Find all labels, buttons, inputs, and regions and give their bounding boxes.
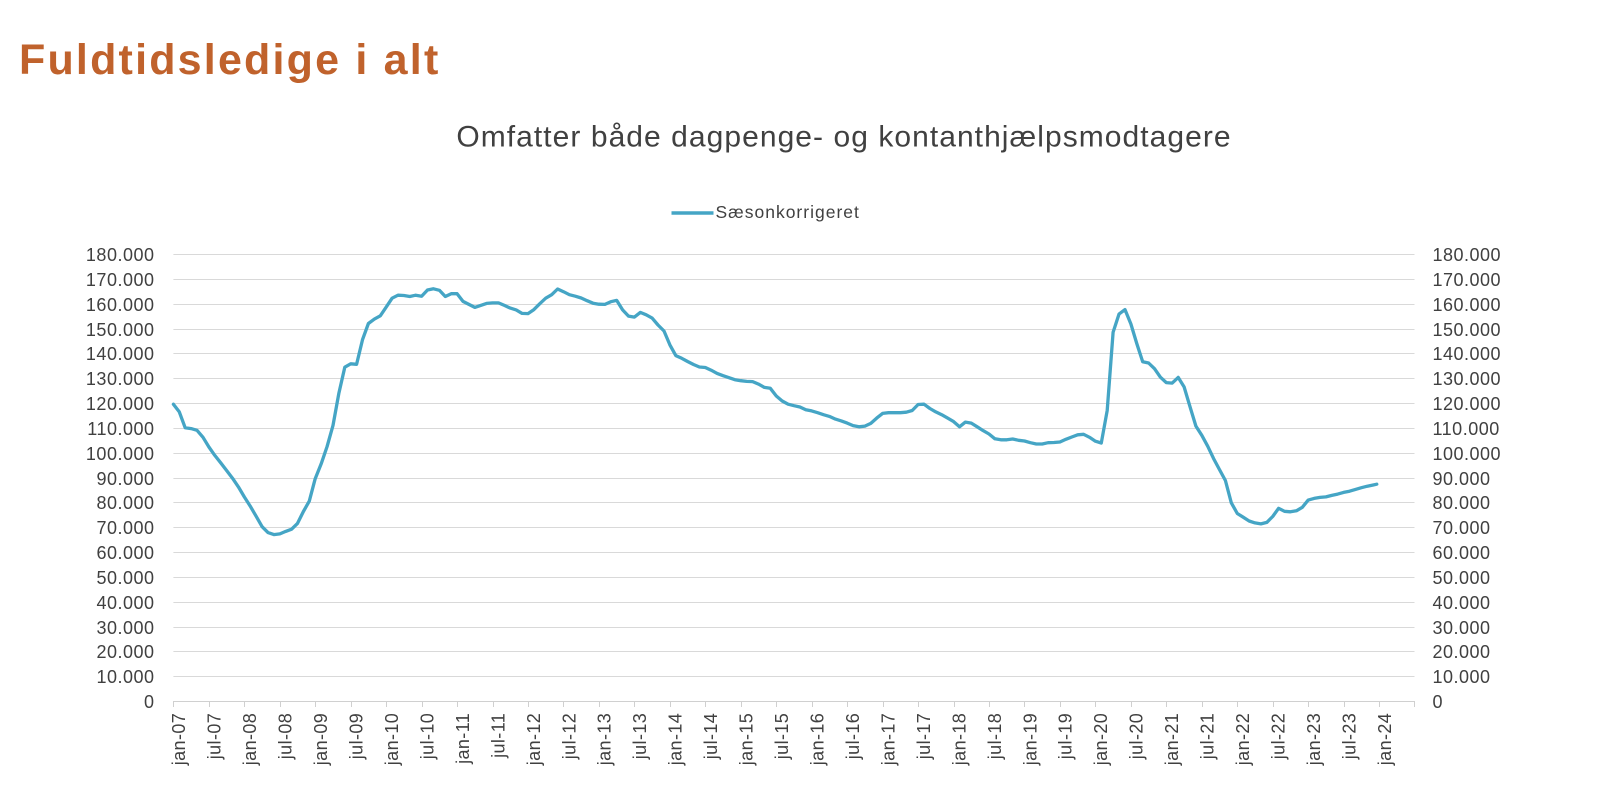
- svg-text:jul-09: jul-09: [347, 713, 367, 760]
- svg-text:jan-08: jan-08: [240, 713, 260, 766]
- svg-text:jul-17: jul-17: [914, 713, 934, 760]
- svg-text:jan-21: jan-21: [1162, 713, 1182, 766]
- svg-text:jul-23: jul-23: [1339, 713, 1359, 760]
- svg-text:60.000: 60.000: [96, 543, 154, 563]
- svg-text:jan-15: jan-15: [737, 713, 757, 766]
- svg-text:jan-11: jan-11: [453, 713, 473, 765]
- svg-text:150.000: 150.000: [1433, 320, 1502, 340]
- svg-text:jan-20: jan-20: [1091, 713, 1111, 766]
- svg-text:jan-19: jan-19: [1020, 713, 1040, 766]
- svg-text:120.000: 120.000: [1433, 394, 1502, 414]
- svg-text:60.000: 60.000: [1433, 543, 1491, 563]
- svg-text:110.000: 110.000: [87, 419, 154, 439]
- svg-text:140.000: 140.000: [86, 344, 155, 364]
- svg-text:jul-21: jul-21: [1198, 713, 1218, 760]
- svg-text:20.000: 20.000: [96, 642, 154, 662]
- svg-text:jul-15: jul-15: [772, 713, 792, 760]
- svg-text:Sæsonkorrigeret: Sæsonkorrigeret: [716, 202, 860, 222]
- svg-text:130.000: 130.000: [1433, 369, 1502, 389]
- svg-text:jul-12: jul-12: [559, 713, 579, 760]
- svg-text:160.000: 160.000: [86, 295, 155, 315]
- svg-text:90.000: 90.000: [96, 469, 154, 489]
- svg-text:170.000: 170.000: [86, 270, 155, 290]
- svg-text:30.000: 30.000: [1433, 618, 1491, 638]
- svg-text:jul-18: jul-18: [985, 713, 1005, 760]
- svg-text:90.000: 90.000: [1433, 469, 1491, 489]
- svg-text:jan-12: jan-12: [524, 713, 544, 766]
- svg-text:100.000: 100.000: [1433, 444, 1502, 464]
- svg-text:jul-08: jul-08: [276, 713, 296, 760]
- svg-text:150.000: 150.000: [86, 320, 155, 340]
- svg-text:10.000: 10.000: [96, 667, 154, 687]
- svg-text:jul-13: jul-13: [630, 713, 650, 760]
- svg-text:50.000: 50.000: [96, 568, 154, 588]
- svg-text:jan-18: jan-18: [949, 713, 969, 766]
- svg-text:jan-14: jan-14: [666, 713, 686, 766]
- svg-text:160.000: 160.000: [1433, 295, 1502, 315]
- svg-text:180.000: 180.000: [86, 245, 155, 265]
- svg-text:jan-24: jan-24: [1375, 713, 1395, 766]
- svg-text:jul-20: jul-20: [1127, 713, 1147, 760]
- svg-text:jan-07: jan-07: [169, 713, 189, 766]
- svg-text:180.000: 180.000: [1433, 245, 1502, 265]
- svg-text:130.000: 130.000: [86, 369, 155, 389]
- svg-text:jan-13: jan-13: [595, 713, 615, 766]
- svg-text:100.000: 100.000: [86, 444, 155, 464]
- svg-text:jul-11: jul-11: [488, 713, 508, 759]
- svg-text:30.000: 30.000: [96, 618, 154, 638]
- svg-text:40.000: 40.000: [1433, 593, 1491, 613]
- svg-text:jan-22: jan-22: [1233, 713, 1253, 766]
- svg-text:jan-17: jan-17: [878, 713, 898, 766]
- svg-text:110.000: 110.000: [1433, 419, 1500, 439]
- svg-text:80.000: 80.000: [96, 493, 154, 513]
- svg-text:40.000: 40.000: [96, 593, 154, 613]
- svg-text:jan-10: jan-10: [382, 713, 402, 766]
- svg-text:50.000: 50.000: [1433, 568, 1491, 588]
- svg-text:jan-23: jan-23: [1304, 713, 1324, 766]
- svg-text:jan-09: jan-09: [311, 713, 331, 766]
- svg-text:jan-16: jan-16: [808, 713, 828, 766]
- svg-text:170.000: 170.000: [1433, 270, 1502, 290]
- svg-text:140.000: 140.000: [1433, 344, 1502, 364]
- svg-text:Omfatter både dagpenge- og kon: Omfatter både dagpenge- og kontanthjælps…: [456, 121, 1231, 154]
- svg-text:jul-16: jul-16: [843, 713, 863, 760]
- svg-text:0: 0: [1433, 692, 1444, 712]
- svg-text:20.000: 20.000: [1433, 642, 1491, 662]
- svg-text:jul-14: jul-14: [701, 713, 721, 760]
- svg-text:0: 0: [144, 692, 155, 712]
- svg-text:Fuldtidsledige i alt: Fuldtidsledige i alt: [19, 36, 440, 84]
- svg-text:jul-19: jul-19: [1056, 713, 1076, 760]
- svg-text:70.000: 70.000: [1433, 518, 1491, 538]
- svg-text:10.000: 10.000: [1433, 667, 1491, 687]
- svg-text:jul-10: jul-10: [417, 713, 437, 760]
- svg-text:70.000: 70.000: [96, 518, 154, 538]
- svg-text:jul-22: jul-22: [1269, 713, 1289, 760]
- svg-text:jul-07: jul-07: [205, 713, 225, 760]
- svg-text:120.000: 120.000: [86, 394, 155, 414]
- svg-text:80.000: 80.000: [1433, 493, 1491, 513]
